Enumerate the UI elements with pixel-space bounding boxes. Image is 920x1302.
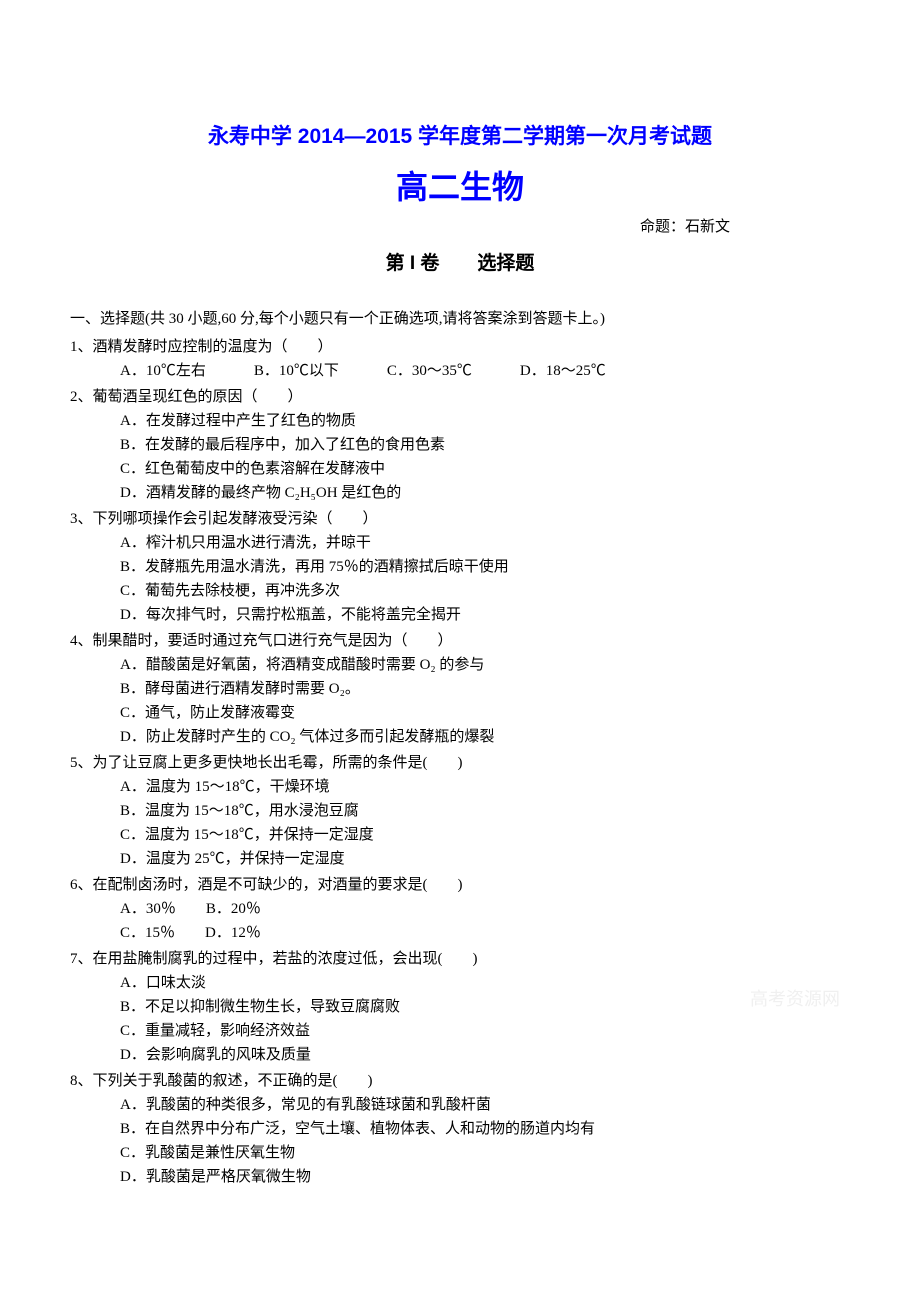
question-text: 5、为了让豆腐上更多更快地长出毛霉，所需的条件是( )	[70, 751, 850, 775]
option-b: B．在发酵的最后程序中，加入了红色的食用色素	[70, 433, 850, 457]
option-a: A．10℃左右	[120, 363, 206, 379]
option-b: B．20％	[206, 897, 261, 921]
question-text: 2、葡萄酒呈现红色的原因（ ）	[70, 385, 850, 409]
section-title: 第 I 卷 选择题	[70, 249, 850, 279]
instruction-text: 一、选择题(共 30 小题,60 分,每个小题只有一个正确选项,请将答案涂到答题…	[70, 307, 850, 331]
q-stem: 在配制卤汤时，酒是不可缺少的，对酒量的要求是( )	[93, 877, 463, 893]
option-a: A．乳酸菌的种类很多，常见的有乳酸链球菌和乳酸杆菌	[70, 1093, 850, 1117]
option-a: A．榨汁机只用温水进行清洗，并晾干	[70, 531, 850, 555]
question-text: 7、在用盐腌制腐乳的过程中，若盐的浓度过低，会出现( )	[70, 947, 850, 971]
option-c: C．红色葡萄皮中的色素溶解在发酵液中	[70, 457, 850, 481]
question-4: 4、制果醋时，要适时通过充气口进行充气是因为（ ） A．醋酸菌是好氧菌，将酒精变…	[70, 629, 850, 749]
exam-title-1: 永寿中学 2014—2015 学年度第二学期第一次月考试题	[70, 120, 850, 154]
option-c: C．15％	[120, 921, 175, 945]
option-d: D．防止发酵时产生的 CO₂ 气体过多而引起发酵瓶的爆裂	[70, 725, 850, 749]
option-d: D．乳酸菌是严格厌氧微生物	[70, 1165, 850, 1189]
option-b: B．10℃以下	[254, 363, 339, 379]
question-3: 3、下列哪项操作会引起发酵液受污染（ ） A．榨汁机只用温水进行清洗，并晾干 B…	[70, 507, 850, 627]
q-stem: 为了让豆腐上更多更快地长出毛霉，所需的条件是( )	[93, 755, 463, 771]
q-num: 2、	[70, 389, 93, 405]
option-d: D．温度为 25℃，并保持一定湿度	[70, 847, 850, 871]
q-num: 7、	[70, 951, 93, 967]
option-d: D．酒精发酵的最终产物 C₂H₅OH 是红色的	[70, 481, 850, 505]
q-stem: 在用盐腌制腐乳的过程中，若盐的浓度过低，会出现( )	[93, 951, 478, 967]
option-d: D．会影响腐乳的风味及质量	[70, 1043, 850, 1067]
question-1: 1、酒精发酵时应控制的温度为（ ） A．10℃左右 B．10℃以下 C．30～35℃…	[70, 335, 850, 383]
question-text: 8、下列关于乳酸菌的叙述，不正确的是( )	[70, 1069, 850, 1093]
question-7: 7、在用盐腌制腐乳的过程中，若盐的浓度过低，会出现( ) A．口味太淡 B．不足…	[70, 947, 850, 1067]
option-a: A．口味太淡	[70, 971, 850, 995]
option-b: B．在自然界中分布广泛，空气土壤、植物体表、人和动物的肠道内均有	[70, 1117, 850, 1141]
author-line: 命题：石新文	[70, 215, 850, 239]
question-text: 1、酒精发酵时应控制的温度为（ ）	[70, 335, 850, 359]
option-d: D．18～25℃	[520, 363, 606, 379]
option-b: B．发酵瓶先用温水清洗，再用 75％的酒精擦拭后晾干使用	[70, 555, 850, 579]
options-row-1: A．30％ B．20％	[70, 897, 850, 921]
option-c: C．重量减轻，影响经济效益	[70, 1019, 850, 1043]
q-num: 1、	[70, 339, 93, 355]
question-text: 4、制果醋时，要适时通过充气口进行充气是因为（ ）	[70, 629, 850, 653]
option-d: D．12％	[205, 921, 261, 945]
option-c: C．乳酸菌是兼性厌氧生物	[70, 1141, 850, 1165]
option-a: A．醋酸菌是好氧菌，将酒精变成醋酸时需要 O₂ 的参与	[70, 653, 850, 677]
question-6: 6、在配制卤汤时，酒是不可缺少的，对酒量的要求是( ) A．30％ B．20％ C…	[70, 873, 850, 945]
option-b: B．温度为 15～18℃，用水浸泡豆腐	[70, 799, 850, 823]
exam-title-2: 高二生物	[70, 162, 850, 213]
option-a: A．在发酵过程中产生了红色的物质	[70, 409, 850, 433]
q-num: 3、	[70, 511, 93, 527]
option-c: C．葡萄先去除枝梗，再冲洗多次	[70, 579, 850, 603]
option-c: C．30～35℃	[387, 363, 472, 379]
option-c: C．温度为 15～18℃，并保持一定湿度	[70, 823, 850, 847]
question-text: 3、下列哪项操作会引起发酵液受污染（ ）	[70, 507, 850, 531]
option-a: A．30％	[120, 897, 176, 921]
question-8: 8、下列关于乳酸菌的叙述，不正确的是( ) A．乳酸菌的种类很多，常见的有乳酸链…	[70, 1069, 850, 1189]
q-num: 8、	[70, 1073, 93, 1089]
question-5: 5、为了让豆腐上更多更快地长出毛霉，所需的条件是( ) A．温度为 15～18℃…	[70, 751, 850, 871]
q-stem: 制果醋时，要适时通过充气口进行充气是因为（ ）	[93, 633, 453, 649]
q-stem: 下列哪项操作会引起发酵液受污染（ ）	[93, 511, 378, 527]
option-b: B．不足以抑制微生物生长，导致豆腐腐败	[70, 995, 850, 1019]
q-stem: 酒精发酵时应控制的温度为（ ）	[93, 339, 333, 355]
q-stem: 下列关于乳酸菌的叙述，不正确的是( )	[93, 1073, 373, 1089]
question-text: 6、在配制卤汤时，酒是不可缺少的，对酒量的要求是( )	[70, 873, 850, 897]
q-num: 5、	[70, 755, 93, 771]
q-num: 4、	[70, 633, 93, 649]
option-d: D．每次排气时，只需拧松瓶盖，不能将盖完全揭开	[70, 603, 850, 627]
options-row-2: C．15％ D．12％	[70, 921, 850, 945]
option-c: C．通气，防止发酵液霉变	[70, 701, 850, 725]
options-row: A．10℃左右 B．10℃以下 C．30～35℃ D．18～25℃	[70, 359, 850, 383]
option-a: A．温度为 15～18℃，干燥环境	[70, 775, 850, 799]
q-num: 6、	[70, 877, 93, 893]
question-2: 2、葡萄酒呈现红色的原因（ ） A．在发酵过程中产生了红色的物质 B．在发酵的最…	[70, 385, 850, 505]
q-stem: 葡萄酒呈现红色的原因（ ）	[93, 389, 303, 405]
option-b: B．酵母菌进行酒精发酵时需要 O₂。	[70, 677, 850, 701]
